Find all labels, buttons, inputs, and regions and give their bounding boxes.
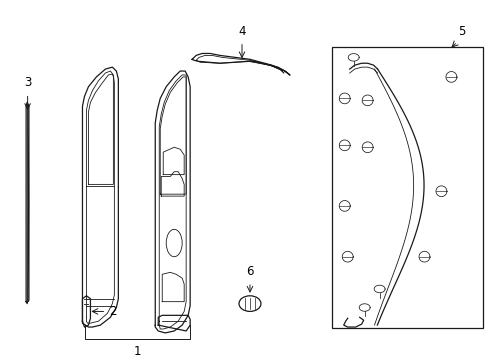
Text: 4: 4	[238, 25, 245, 38]
Bar	[331, 47, 482, 328]
Text: 3: 3	[24, 76, 31, 89]
Text: 5: 5	[457, 25, 464, 38]
Text: 6: 6	[246, 265, 253, 278]
Text: 2: 2	[109, 305, 117, 318]
Text: 1: 1	[134, 345, 141, 357]
